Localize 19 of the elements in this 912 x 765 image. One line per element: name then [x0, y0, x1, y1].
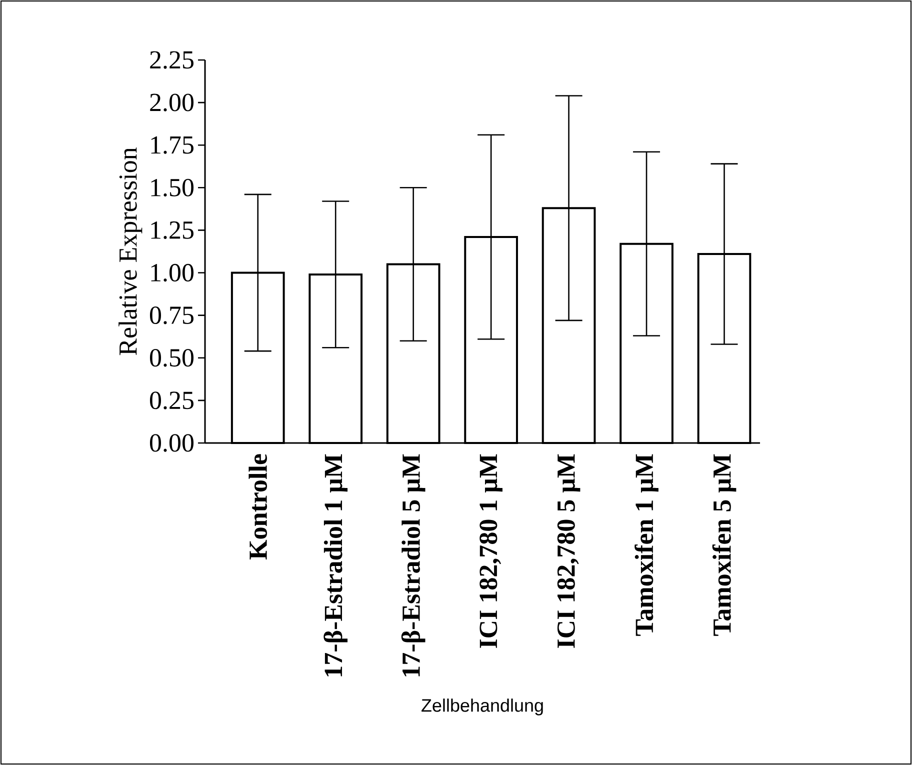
- y-tick-label: 0.00: [150, 434, 194, 452]
- x-tick-label: Kontrolle: [248, 454, 268, 560]
- x-tick-label: ICI 182,780 1 μM: [480, 454, 502, 648]
- y-axis-title: Relative Expression: [118, 148, 142, 356]
- y-tick-label: 2.00: [150, 94, 194, 112]
- y-tick-label: 1.75: [151, 136, 194, 154]
- x-tick-label: ICI 182,780 5 μM: [557, 454, 580, 648]
- y-tick-label: 2.25: [150, 51, 194, 69]
- x-axis-title: Zellbehandlung: [422, 698, 543, 716]
- y-tick-label: 0.50: [150, 349, 194, 367]
- x-tick-label: Tamoxifen 1 μM: [634, 454, 658, 636]
- x-tick-label: 17-β-Estradiol 1 μM: [324, 454, 348, 676]
- y-tick-label: 0.25: [150, 392, 194, 410]
- x-tick-label: Tamoxifen 5 μM: [712, 454, 736, 636]
- y-tick-label: 0.75: [150, 306, 194, 324]
- y-tick-label: 1.25: [151, 221, 194, 240]
- y-tick-label: 1.00: [151, 264, 194, 282]
- x-tick-label: 17-β-Estradiol 5 μM: [401, 454, 426, 676]
- y-tick-label: 1.50: [151, 178, 194, 196]
